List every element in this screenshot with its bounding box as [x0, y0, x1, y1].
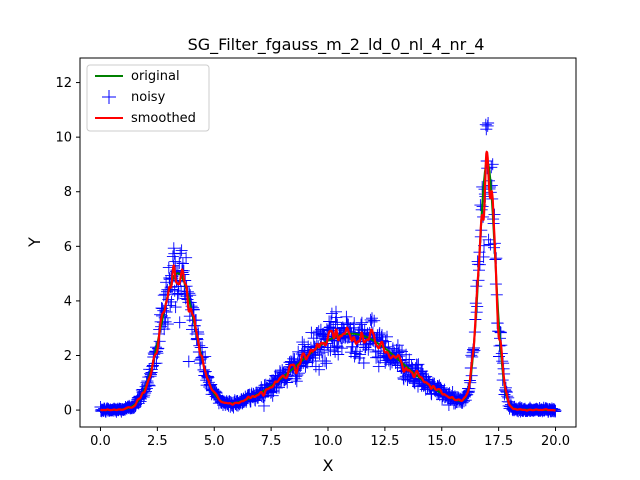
noisy-point — [329, 316, 342, 329]
noisy-point — [330, 311, 343, 324]
noisy-point — [290, 375, 303, 388]
noisy-point — [319, 355, 331, 368]
x-tick-label: 20.0 — [541, 434, 570, 449]
noisy-point — [482, 117, 495, 129]
smoothed-series-line — [99, 150, 557, 412]
y-tick-label: 6 — [64, 240, 72, 255]
plot-area — [94, 117, 562, 418]
noisy-point — [412, 358, 425, 371]
x-tick-label: 10.0 — [314, 434, 343, 449]
noisy-point — [369, 345, 382, 358]
noisy-point — [353, 352, 366, 364]
y-tick-label: 8 — [64, 185, 72, 200]
legend-original-label: original — [131, 69, 180, 84]
noisy-point — [175, 244, 188, 257]
noisy-point — [173, 316, 186, 329]
y-tick-label: 2 — [64, 349, 72, 364]
noisy-point — [471, 255, 484, 268]
y-tick-label: 4 — [64, 294, 72, 309]
noisy-point — [482, 233, 495, 246]
legend-smoothed-label: smoothed — [131, 111, 196, 126]
noisy-point — [258, 399, 270, 412]
noisy-point — [182, 355, 195, 368]
x-axis-label: X — [323, 456, 334, 475]
noisy-point — [161, 318, 174, 331]
x-tick-label: 17.5 — [484, 434, 513, 449]
noisy-point — [169, 301, 182, 314]
noisy-point — [403, 353, 416, 366]
noisy-point — [273, 381, 285, 394]
noisy-point — [340, 310, 353, 323]
noisy-point — [347, 321, 360, 334]
noisy-point — [348, 350, 361, 363]
noisy-point — [400, 348, 413, 361]
noisy-point — [479, 118, 492, 131]
x-axis: 0.0 2.5 5.0 7.5 10.0 12.5 15.0 17.5 20.0 — [90, 427, 570, 449]
chart-title: SG_Filter_fgauss_m_2_ld_0_nl_4_nr_4 — [188, 35, 485, 55]
noisy-point — [354, 348, 367, 361]
legend-noisy-label: noisy — [131, 90, 166, 105]
noisy-point — [335, 342, 348, 355]
noisy-point — [329, 345, 342, 358]
noisy-point — [355, 316, 368, 329]
noisy-point — [368, 314, 381, 327]
y-tick-label: 0 — [64, 404, 72, 419]
y-axis: 0 2 4 6 8 10 12 — [55, 76, 80, 419]
noisy-point — [306, 352, 319, 364]
legend-noisy-swatch — [102, 90, 116, 104]
noisy-point — [320, 357, 333, 370]
noisy-point — [180, 251, 193, 264]
noisy-point — [309, 360, 322, 373]
noisy-point — [266, 389, 279, 402]
noisy-point — [167, 242, 180, 255]
noisy-point — [372, 360, 385, 373]
y-axis-label: Y — [25, 237, 44, 248]
x-tick-label: 15.0 — [427, 434, 456, 449]
noisy-point — [366, 312, 378, 325]
noisy-point — [159, 288, 172, 301]
noisy-point — [362, 343, 375, 356]
noisy-point — [166, 250, 179, 263]
noisy-point — [480, 123, 493, 136]
x-tick-label: 0.0 — [90, 434, 111, 449]
noisy-point — [315, 346, 328, 359]
noisy-point — [330, 340, 343, 352]
noisy-point — [176, 257, 189, 270]
y-tick-label: 10 — [55, 131, 72, 146]
noisy-point — [313, 347, 326, 360]
noisy-point — [393, 344, 406, 357]
noisy-point — [313, 363, 326, 376]
noisy-point — [494, 326, 507, 339]
legend: original noisy smoothed — [86, 64, 210, 132]
noisy-point — [350, 345, 363, 358]
x-tick-label: 7.5 — [261, 434, 282, 449]
x-tick-label: 12.5 — [370, 434, 399, 449]
y-tick-label: 12 — [55, 76, 72, 91]
noisy-point — [381, 330, 393, 343]
x-tick-label: 2.5 — [147, 434, 168, 449]
noisy-point — [172, 287, 185, 300]
noisy-point — [442, 399, 455, 411]
legend-box — [86, 64, 210, 132]
noisy-point — [332, 348, 345, 361]
noisy-point — [320, 323, 333, 336]
x-tick-label: 5.0 — [204, 434, 225, 449]
noisy-point — [391, 339, 404, 352]
noisy-point — [357, 357, 370, 369]
